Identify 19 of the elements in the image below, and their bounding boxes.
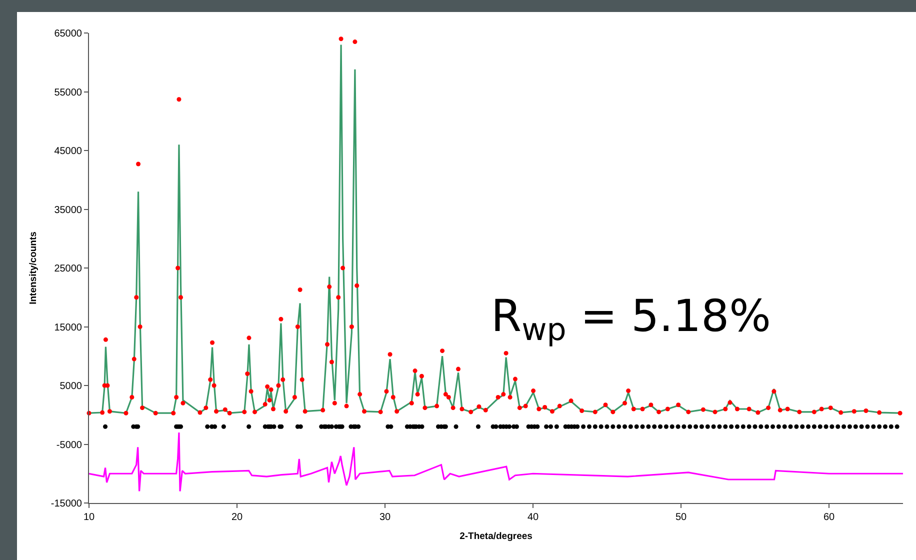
x-tick-label: 30 xyxy=(379,512,391,523)
y-tick-label: 55000 xyxy=(54,87,82,98)
annotation: R$_{wp}$ = 5.18% xyxy=(491,291,771,348)
y-tick-label: -15000 xyxy=(50,498,82,510)
y-tick-label: 25000 xyxy=(54,264,82,274)
x-tick-label: 50 xyxy=(675,512,687,523)
line-series xyxy=(89,432,903,492)
x-tick-label: 60 xyxy=(823,512,835,523)
y-tick-label: 65000 xyxy=(54,28,82,40)
y-tick-label: 45000 xyxy=(54,146,82,157)
x-tick-label: 10 xyxy=(83,512,95,523)
y-tick-label: 5000 xyxy=(60,381,82,392)
x-axis-title: 2-Theta/degrees xyxy=(460,531,532,542)
x-tick-label: 20 xyxy=(231,512,243,523)
x-tick-label: 40 xyxy=(527,512,539,523)
y-tick-label: -5000 xyxy=(56,440,82,451)
y-axis-title: Intensity/counts xyxy=(28,232,40,304)
y-tick-label: 15000 xyxy=(54,322,82,334)
y-tick-label: 35000 xyxy=(54,204,82,216)
